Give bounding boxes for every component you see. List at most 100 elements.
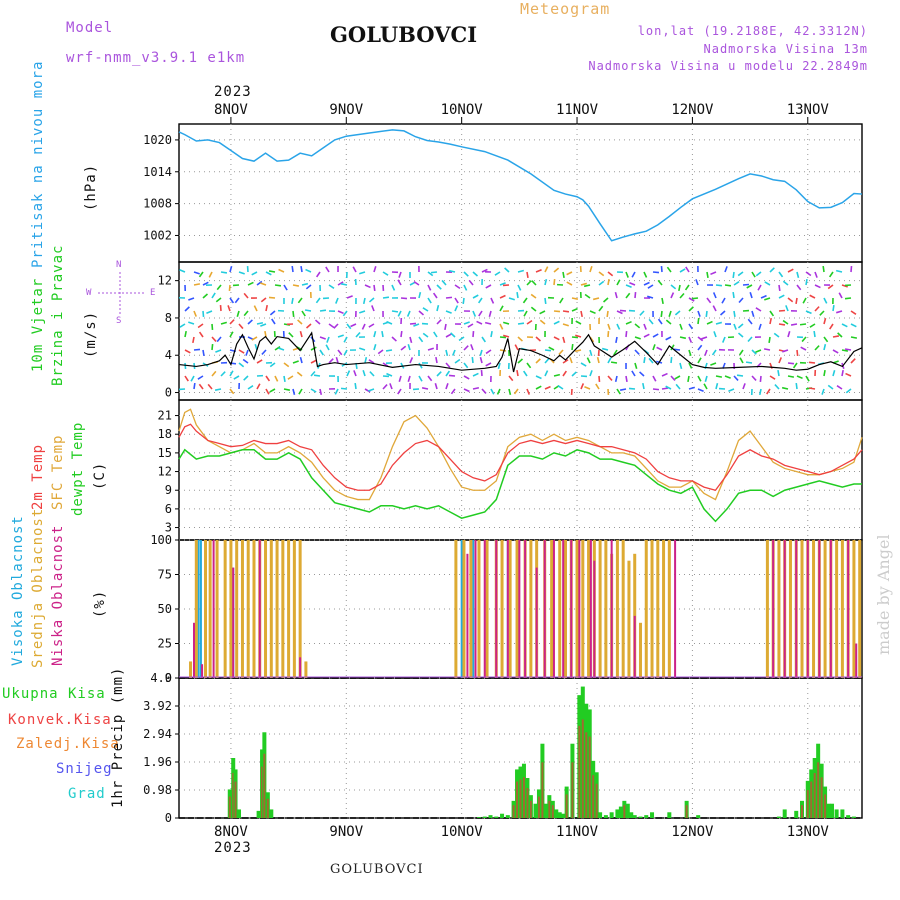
ytick-label-2-6: 21 <box>158 409 172 423</box>
wind-arrow-296 <box>445 349 449 357</box>
wind-arrow-743 <box>850 310 857 316</box>
wind-arrow-564 <box>688 323 693 330</box>
wind-arrow-98 <box>265 375 271 382</box>
wind-arrow-453 <box>589 310 596 315</box>
wind-arrow-490 <box>625 271 629 278</box>
precip-bar-44 <box>625 803 630 818</box>
model-elevation-text: Nadmorska Visina u modelu 22.2849m <box>588 59 868 73</box>
wind-arrow-542 <box>670 292 675 299</box>
wind-arrow-265 <box>418 336 424 343</box>
wind-arrow-132 <box>297 297 303 304</box>
cloud-bar-2-28 <box>818 540 821 678</box>
cloud-bar-1-30 <box>529 540 533 678</box>
wind-arrow-280 <box>430 271 438 274</box>
wind-arrow-284 <box>436 319 442 325</box>
wind-arrow-53 <box>227 305 231 312</box>
wind-arrow-19 <box>193 382 196 390</box>
precip-conv-bar-34 <box>585 732 588 818</box>
wind-arrow-504 <box>634 323 641 329</box>
cloud-bar-2-15 <box>552 540 555 678</box>
wind-arrow-303 <box>454 305 459 312</box>
cloud-bar-1-17 <box>292 540 296 678</box>
wind-arrow-316 <box>463 345 469 351</box>
wind-arrow-238 <box>386 372 393 377</box>
wind-arrow-255 <box>409 336 413 344</box>
wind-arrow-518 <box>639 371 645 377</box>
precip-bar-47 <box>638 816 643 818</box>
wind-arrow-620 <box>737 271 744 277</box>
cloud-bar-1-0 <box>189 661 193 678</box>
wind-arrow-14 <box>188 321 195 325</box>
cloud-bar-2-13 <box>535 567 538 678</box>
wind-arrow-139 <box>298 388 303 395</box>
ytick-label-0-2: 1014 <box>143 165 172 179</box>
wind-arrow-631 <box>746 284 753 289</box>
wind-arrow-456 <box>589 349 593 356</box>
wind-arrow-649 <box>758 388 762 396</box>
cloud-bar-1-48 <box>638 622 642 678</box>
wind-arrow-222 <box>382 296 390 299</box>
wind-arrow-625 <box>737 332 744 338</box>
ytick-label-3-2: 50 <box>158 602 172 616</box>
wind-arrow-299 <box>445 383 449 390</box>
wind-arrow-158 <box>313 374 321 377</box>
wind-arrow-283 <box>436 304 440 312</box>
wind-arrow-705 <box>813 330 816 338</box>
precip-conv-bar-16 <box>516 781 519 818</box>
wind-arrow-49 <box>214 388 222 391</box>
wind-arrow-718 <box>823 369 826 377</box>
wind-arrow-183 <box>342 310 348 317</box>
wind-arrow-306 <box>452 349 456 356</box>
wind-arrow-381 <box>526 280 532 286</box>
wind-arrow-726 <box>832 349 839 354</box>
precip-bar-3 <box>236 809 241 818</box>
wind-arrow-64 <box>238 323 244 330</box>
top-day-label-4: 12NOV <box>671 102 714 118</box>
ytick-label-2-2: 9 <box>165 483 172 497</box>
wind-arrow-337 <box>479 356 483 364</box>
wind-arrow-281 <box>436 284 442 290</box>
cloud-bar-2-2 <box>212 540 215 678</box>
wind-arrow-375 <box>517 336 523 342</box>
wind-arrow-709 <box>808 387 816 390</box>
wind-arrow-391 <box>531 280 537 286</box>
dewpt-line <box>178 448 862 523</box>
wind-arrow-297 <box>445 362 451 369</box>
wind-arrow-634 <box>747 318 753 325</box>
wind-arrow-210 <box>373 266 377 273</box>
precip-bar-66 <box>840 809 845 818</box>
cloud-bar-0-7 <box>472 540 475 678</box>
wind-arrow-203 <box>359 310 366 314</box>
cloud-bar-2-1 <box>201 664 204 678</box>
wind-arrow-749 <box>845 388 852 394</box>
wind-arrow-103 <box>269 310 276 316</box>
wind-arrow-603 <box>719 310 726 316</box>
cloud-bar-2-25 <box>783 540 786 678</box>
wind-arrow-215 <box>373 330 377 338</box>
bottom-day-label-1: 9NOV <box>329 824 363 840</box>
wind-arrow-485 <box>615 336 618 344</box>
precip-bar-49 <box>650 812 655 818</box>
wind-arrow-400 <box>544 266 549 273</box>
wind-arrow-147 <box>310 359 317 364</box>
wind-arrow-672 <box>787 297 794 303</box>
wind-arrow-144 <box>305 323 312 329</box>
cloud-bar-1-53 <box>667 540 671 678</box>
cloud-bar-1-14 <box>275 540 279 678</box>
precip-bar-14 <box>505 815 510 818</box>
wind-arrow-314 <box>463 321 470 325</box>
wind-arrow-467 <box>596 356 600 364</box>
wind-arrow-747 <box>850 358 856 364</box>
wind-arrow-462 <box>592 297 600 301</box>
wind-arrow-627 <box>739 357 744 364</box>
wind-arrow-630 <box>751 271 756 278</box>
ytick-label-1-1: 4 <box>165 348 172 362</box>
wind-arrow-742 <box>844 297 852 300</box>
wind-arrow-507 <box>634 362 638 369</box>
wind-arrow-207 <box>364 356 368 364</box>
cloud-bar-2-0 <box>192 622 195 678</box>
cloud-bar-2-24 <box>772 540 775 678</box>
lonlat-text: lon,lat (19.2188E, 42.3312N) <box>637 24 868 38</box>
wind-arrow-594 <box>715 321 722 325</box>
wind-arrow-696 <box>800 346 807 351</box>
